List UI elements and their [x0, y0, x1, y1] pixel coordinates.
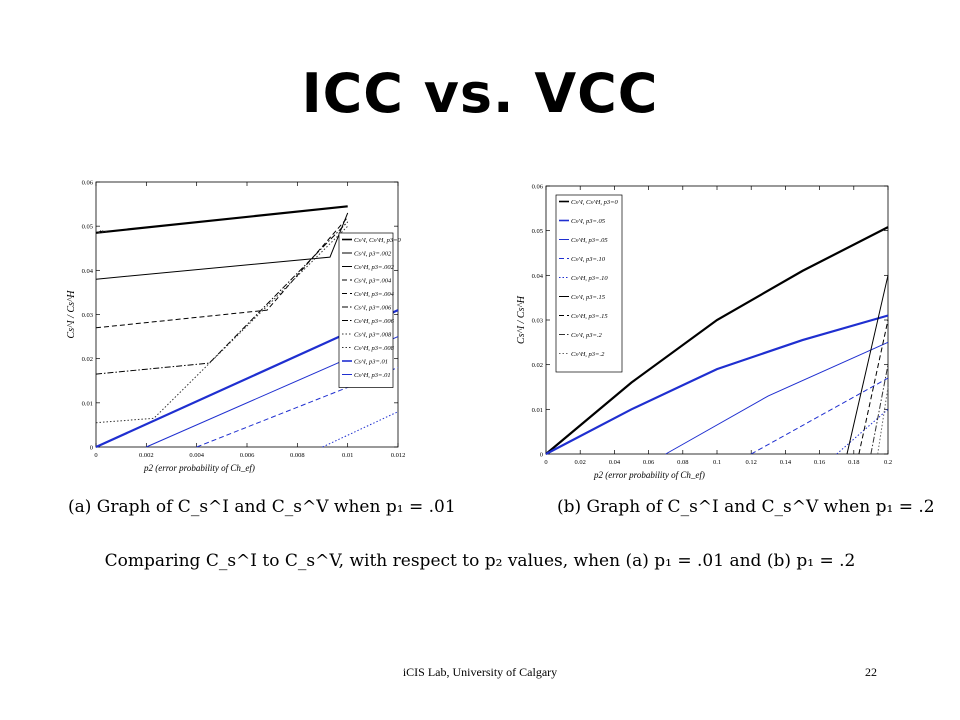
legend-label: Cs^H, p3=.006 [354, 318, 395, 325]
legend-label: Cs^H, p3=.10 [571, 275, 608, 282]
legend-label: Cs^I, p3=.01 [354, 359, 388, 366]
page-number: 22 [865, 665, 877, 679]
legend-label: Cs^I, p3=.006 [354, 305, 392, 312]
y-tick-label: 0.05 [82, 224, 93, 231]
y-tick-label: 0.04 [532, 273, 544, 280]
x-tick-label: 0.006 [240, 452, 255, 459]
series-line [836, 408, 889, 455]
x-tick-label: 0.04 [609, 459, 621, 466]
series-line [95, 216, 349, 329]
y-tick-label: 0.02 [82, 356, 93, 363]
y-tick-label: 0.06 [532, 184, 544, 191]
x-tick-label: 0.002 [139, 452, 154, 459]
x-tick-label: 0.14 [780, 459, 792, 466]
series-line [858, 319, 889, 455]
y-tick-label: 0.04 [82, 268, 94, 275]
legend-label: Cs^I, p3=.002 [354, 251, 392, 258]
legend-label: Cs^H, p3=.002 [354, 264, 395, 271]
x-tick-label: 0.18 [848, 459, 859, 466]
x-tick-label: 0.06 [643, 459, 655, 466]
legend-label: Cs^I, p3=.004 [354, 278, 392, 285]
chart-a: 0 0.002 0.004 0.006 0.008 0.01 0.012 0 0.01 0.02 0… [66, 180, 406, 474]
y-tick-label: 0 [90, 445, 93, 452]
legend-label: Cs^H, p3=.2 [571, 351, 605, 358]
legend-label: Cs^I, Cs^H, p3=0 [571, 199, 618, 206]
slide-title: ICC vs. VCC [301, 62, 659, 125]
y-axis-label: Cs^I / Cs^H [516, 295, 527, 344]
y-tick-label: 0.02 [532, 362, 543, 369]
legend-label: Cs^H, p3=.004 [354, 291, 395, 298]
x-tick-label: 0 [544, 459, 547, 466]
legend-label: Cs^I, p3=.05 [571, 218, 606, 225]
series-line [877, 386, 889, 455]
x-tick-label: 0 [94, 452, 97, 459]
legend-label: Cs^I, p3=.15 [571, 294, 606, 301]
x-tick-label: 0.012 [391, 452, 406, 459]
legend-label: Cs^H, p3=.15 [571, 313, 608, 320]
y-tick-label: 0.05 [532, 228, 543, 235]
legend-label: Cs^I, p3=.2 [571, 332, 603, 339]
series-line [846, 275, 889, 455]
x-axis-label: p2 (error probability of Ch_ef) [593, 470, 705, 480]
footer-lab-name: iCIS Lab, University of Calgary [402, 665, 558, 679]
x-tick-label: 0.004 [189, 452, 204, 459]
x-tick-label: 0.08 [677, 459, 688, 466]
legend-label: Cs^I, Cs^H, p3=0 [354, 237, 401, 244]
x-tick-label: 0.1 [713, 459, 721, 466]
y-tick-label: 0.03 [82, 312, 93, 319]
x-tick-label: 0.01 [342, 452, 353, 459]
x-tick-label: 0.2 [884, 459, 892, 466]
series-line [665, 341, 889, 455]
y-tick-label: 0 [540, 452, 543, 459]
x-axis-label: p2 (error probability of Ch_ef) [143, 463, 255, 473]
y-tick-label: 0.01 [82, 400, 93, 407]
chart-b: 0 0.02 0.04 0.06 0.08 0.1 0.12 0.14 0.16 0.18 0.2 0… [516, 184, 892, 481]
figure-summary: Comparing C_s^I to C_s^V, with respect t… [104, 551, 856, 571]
y-tick-label: 0.03 [532, 318, 543, 325]
legend-label: Cs^I, p3=.10 [571, 256, 606, 263]
y-tick-label: 0.06 [82, 180, 94, 187]
x-tick-label: 0.008 [290, 452, 305, 459]
x-tick-label: 0.16 [814, 459, 826, 466]
legend-label: Cs^H, p3=.05 [571, 237, 608, 244]
x-tick-label: 0.02 [575, 459, 586, 466]
x-tick-label: 0.12 [746, 459, 757, 466]
y-tick-label: 0.01 [532, 407, 543, 414]
series-line [95, 205, 348, 234]
legend-label: Cs^H, p3=.008 [354, 345, 395, 352]
series-line [870, 364, 889, 455]
series-line [95, 221, 349, 375]
caption-a: (a) Graph of C_s^I and C_s^V when p₁ = .… [68, 497, 456, 517]
legend-label: Cs^H, p3=.01 [354, 372, 391, 379]
legend-box [555, 194, 623, 373]
caption-b: (b) Graph of C_s^I and C_s^V when p₁ = .… [557, 497, 935, 517]
legend-label: Cs^I, p3=.008 [354, 332, 392, 339]
series-line [545, 226, 889, 455]
series-line [545, 314, 889, 455]
y-axis-label: Cs^I / Cs^H [66, 290, 77, 339]
series-line [750, 377, 889, 455]
